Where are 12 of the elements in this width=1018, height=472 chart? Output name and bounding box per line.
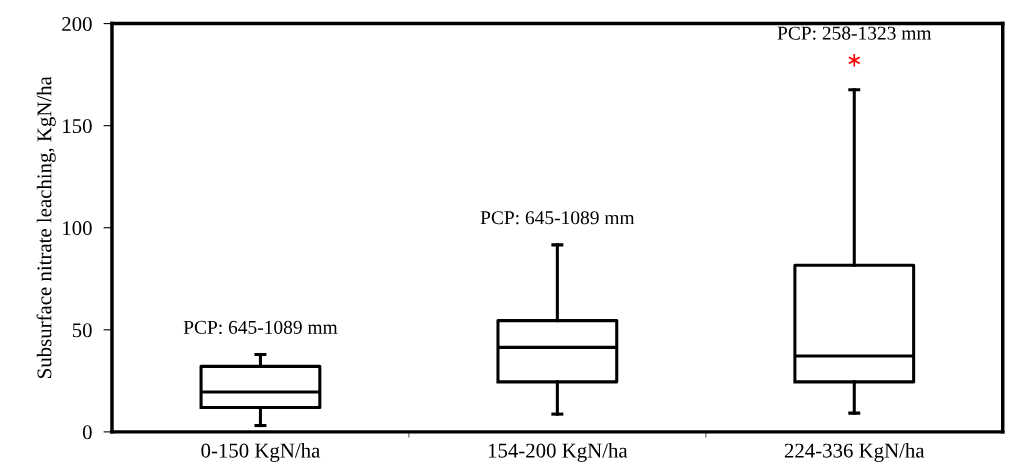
x-tick-label: 224-336 KgN/ha [784, 442, 925, 462]
x-tick-label: 0-150 KgN/ha [201, 442, 321, 462]
y-axis-title: Subsurface nitrate leaching, KgN/ha [36, 76, 56, 378]
y-tick-label: 100 [63, 221, 92, 236]
y-tick-label: 50 [72, 323, 92, 338]
y-tick-label: 200 [62, 16, 92, 32]
annotation: PCP: 645-1089 mm [183, 320, 338, 334]
x-tick-label: 154-200 KgN/ha [488, 442, 628, 462]
y-tick-label: 0 [82, 425, 92, 440]
y-tick-label: 150 [63, 119, 92, 134]
annotation: PCP: 645-1089 mm [480, 211, 635, 225]
annotation: PCP: 258-1323 mm [777, 26, 932, 40]
